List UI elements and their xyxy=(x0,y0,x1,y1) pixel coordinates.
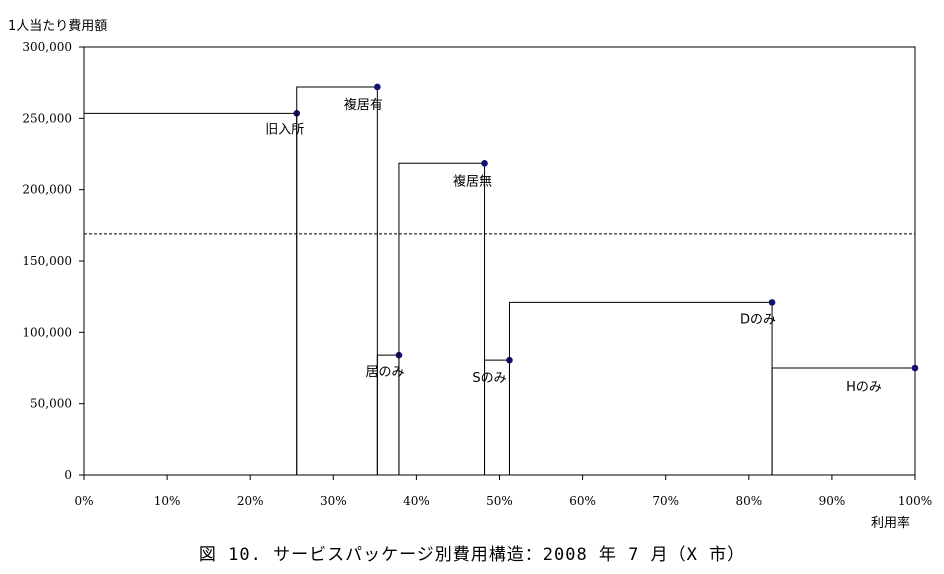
data-label: Sのみ xyxy=(472,371,506,386)
x-axis-label: 利用率 xyxy=(871,515,910,531)
step-segment xyxy=(83,112,298,475)
y-tick-label: 300,000 xyxy=(22,40,72,54)
x-tick-label: 90% xyxy=(819,494,846,508)
data-point xyxy=(768,299,776,306)
step-segment xyxy=(398,162,486,475)
x-axis-ticks: 0% 10% 20% 30% 40% 50% 60% 70% 80% 90% 100% xyxy=(74,475,932,508)
data-label: 居のみ xyxy=(365,365,404,380)
x-tick-label: 20% xyxy=(237,494,264,508)
step-segment xyxy=(771,367,916,475)
data-label: 旧入所 xyxy=(265,122,304,137)
data-label: Dのみ xyxy=(740,312,776,327)
y-tick-label: 250,000 xyxy=(22,111,72,125)
data-point xyxy=(911,364,919,372)
x-tick-label: 10% xyxy=(154,494,181,508)
y-tick-label: 200,000 xyxy=(22,183,72,197)
x-tick-label: 0% xyxy=(74,494,93,508)
x-tick-label: 30% xyxy=(320,494,347,508)
x-tick-label: 80% xyxy=(735,494,762,508)
plot-frame xyxy=(83,46,916,476)
x-tick-label: 60% xyxy=(569,494,596,508)
x-tick-label: 40% xyxy=(403,494,430,508)
y-axis-label: 1人当たり費用額 xyxy=(8,19,107,34)
y-tick-label: 100,000 xyxy=(22,325,72,339)
x-tick-label: 50% xyxy=(486,494,513,508)
x-tick-label: 100% xyxy=(898,494,932,508)
x-tick-label: 70% xyxy=(652,494,679,508)
step-segment xyxy=(296,86,378,475)
y-axis-ticks: 0 50,000 100,000 150,000 200,000 250,000 300,0… xyxy=(22,40,84,482)
data-label: Hのみ xyxy=(846,380,882,395)
data-label: 複居無 xyxy=(453,173,492,189)
figure-caption: 図 10. サービスパッケージ別費用構造：2008 年 7 月（X 市） xyxy=(198,545,746,565)
data-point xyxy=(481,159,488,167)
data-label: 複居有 xyxy=(344,97,383,113)
y-tick-label: 0 xyxy=(64,468,72,482)
step-segment xyxy=(508,301,773,475)
data-point xyxy=(374,83,381,91)
y-tick-label: 150,000 xyxy=(22,254,72,268)
y-tick-label: 50,000 xyxy=(30,397,72,411)
